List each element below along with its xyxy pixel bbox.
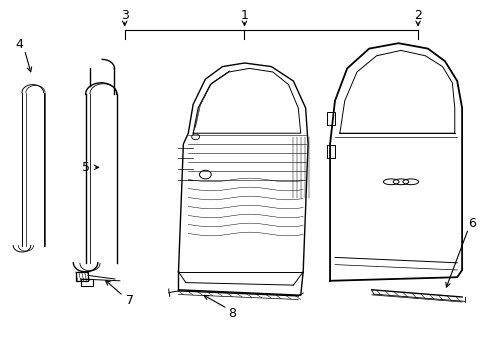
Text: 6: 6 [467, 217, 475, 230]
Text: 4: 4 [16, 39, 23, 51]
Text: 5: 5 [81, 161, 89, 174]
Text: 3: 3 [121, 9, 128, 22]
Text: 2: 2 [413, 9, 421, 22]
Text: 1: 1 [240, 9, 248, 22]
Text: 8: 8 [228, 307, 236, 320]
Text: 7: 7 [125, 294, 133, 307]
